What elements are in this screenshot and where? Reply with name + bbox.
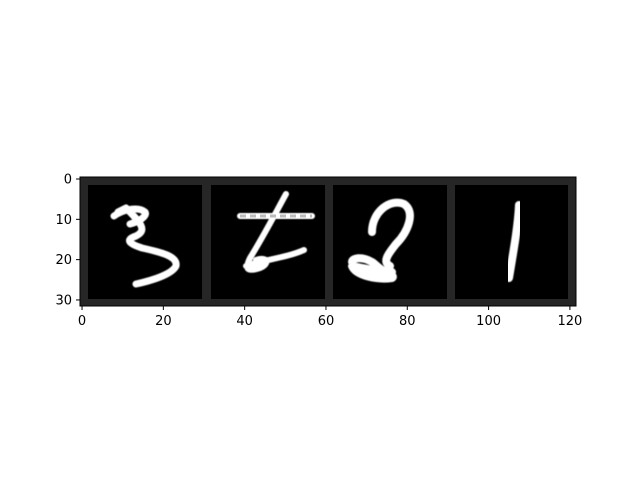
y-axis: 0 10 20 30 (55, 173, 80, 308)
digit-grid-image (80, 177, 576, 306)
digit-tile-1 (455, 185, 568, 299)
digit-stroke (348, 198, 414, 283)
x-tick-label: 20 (155, 314, 172, 329)
y-tick-label: 20 (55, 253, 72, 268)
x-tick-label: 100 (476, 314, 501, 329)
digit-stroke (110, 204, 180, 288)
x-tick-label: 120 (557, 314, 582, 329)
y-tick-label: 0 (64, 173, 72, 188)
x-tick-label: 60 (318, 314, 335, 329)
digit-stroke (505, 201, 523, 282)
y-tick-label: 30 (55, 293, 72, 308)
digit-tile-2 (333, 185, 447, 299)
digit-tile-6 (211, 185, 325, 299)
x-axis: 0 20 40 60 80 100 120 (78, 306, 582, 329)
x-tick-label: 80 (399, 314, 416, 329)
axes-frame (79, 176, 577, 307)
digit-tile-3 (88, 185, 202, 299)
x-tick-label: 0 (78, 314, 86, 329)
x-tick-label: 40 (236, 314, 253, 329)
y-tick-label: 10 (55, 213, 72, 228)
